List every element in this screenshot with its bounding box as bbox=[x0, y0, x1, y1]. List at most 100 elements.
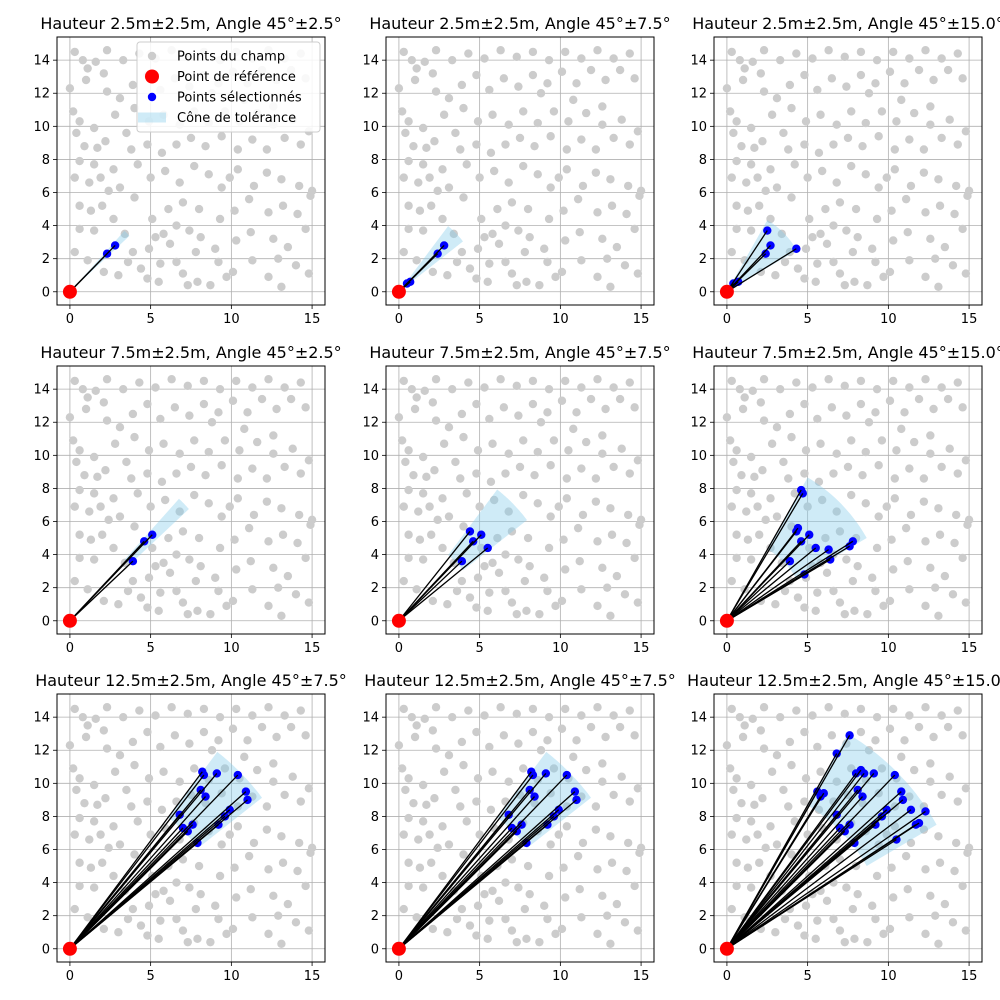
field-point bbox=[609, 790, 618, 800]
field-point bbox=[591, 168, 601, 177]
field-point bbox=[832, 449, 841, 458]
field-point bbox=[861, 170, 870, 179]
field-point bbox=[811, 606, 820, 616]
field-point bbox=[853, 232, 862, 242]
field-point bbox=[70, 376, 79, 386]
field-point bbox=[486, 805, 496, 815]
field-point bbox=[232, 565, 241, 574]
field-point bbox=[128, 80, 138, 90]
field-point bbox=[569, 95, 578, 105]
field-point bbox=[280, 133, 289, 143]
field-point bbox=[746, 160, 756, 169]
field-point bbox=[418, 226, 428, 235]
field-point bbox=[767, 110, 777, 119]
field-point bbox=[546, 461, 555, 470]
field-point bbox=[735, 384, 745, 394]
y-tick-label: 6 bbox=[42, 843, 50, 858]
field-point bbox=[143, 274, 152, 283]
field-point bbox=[304, 926, 314, 935]
field-point bbox=[929, 732, 938, 742]
x-tick-label: 15 bbox=[633, 969, 650, 984]
field-point bbox=[520, 904, 530, 914]
field-point bbox=[544, 384, 554, 394]
field-point bbox=[459, 522, 468, 531]
field-point bbox=[296, 706, 305, 715]
x-tick-label: 10 bbox=[223, 312, 240, 327]
field-point bbox=[746, 780, 756, 790]
field-point bbox=[397, 436, 407, 445]
field-point bbox=[948, 261, 958, 270]
field-point bbox=[800, 931, 809, 940]
field-point bbox=[167, 375, 176, 384]
field-point bbox=[507, 598, 517, 607]
field-point bbox=[489, 166, 499, 176]
field-point bbox=[811, 934, 820, 944]
field-point bbox=[903, 885, 912, 894]
y-tick-label: 10 bbox=[33, 449, 50, 464]
field-point bbox=[581, 108, 591, 118]
y-tick-label: 8 bbox=[42, 153, 50, 168]
plot-area bbox=[394, 46, 646, 293]
field-point bbox=[404, 858, 413, 867]
field-point bbox=[921, 929, 930, 939]
legend-marker-cone bbox=[138, 112, 166, 123]
field-point bbox=[130, 760, 139, 770]
field-point bbox=[843, 462, 853, 472]
field-point bbox=[772, 94, 782, 103]
field-point bbox=[740, 64, 749, 73]
y-tick-label: 2 bbox=[371, 581, 379, 596]
field-point bbox=[779, 785, 788, 795]
field-point bbox=[264, 929, 273, 939]
y-tick-label: 6 bbox=[699, 515, 707, 530]
field-point bbox=[70, 247, 79, 257]
field-point bbox=[444, 751, 454, 760]
field-point bbox=[233, 822, 243, 831]
field-point bbox=[156, 588, 165, 597]
field-point bbox=[220, 764, 230, 773]
field-point bbox=[785, 737, 795, 747]
field-point bbox=[420, 57, 429, 67]
field-point bbox=[840, 381, 849, 391]
field-point bbox=[217, 512, 226, 521]
field-point bbox=[114, 928, 123, 937]
field-point bbox=[727, 576, 736, 586]
x-tick-label: 5 bbox=[146, 969, 154, 984]
field-point bbox=[122, 785, 131, 795]
field-point bbox=[889, 893, 898, 902]
field-point bbox=[183, 609, 192, 619]
y-tick-label: 10 bbox=[362, 120, 379, 135]
field-point bbox=[83, 721, 92, 730]
field-point bbox=[805, 214, 814, 224]
field-point bbox=[512, 381, 521, 391]
field-point bbox=[577, 54, 586, 63]
field-point bbox=[958, 224, 967, 234]
field-point bbox=[473, 573, 483, 582]
subplot-title: Hauteur 12.5m±2.5m, Angle 45°±15.0° bbox=[687, 671, 1000, 690]
field-point bbox=[727, 502, 736, 511]
field-point bbox=[842, 226, 851, 235]
field-point bbox=[520, 576, 530, 586]
field-point bbox=[620, 261, 630, 270]
field-point bbox=[847, 490, 856, 500]
x-tick-label: 15 bbox=[304, 312, 321, 327]
field-point bbox=[519, 490, 528, 500]
field-point bbox=[892, 446, 901, 455]
field-point bbox=[746, 452, 756, 462]
field-point bbox=[230, 206, 239, 215]
field-point bbox=[593, 208, 602, 217]
field-point bbox=[494, 239, 504, 248]
field-point bbox=[72, 128, 81, 138]
field-point bbox=[412, 393, 421, 402]
field-point bbox=[159, 558, 168, 568]
field-point bbox=[215, 712, 225, 722]
field-point bbox=[593, 46, 602, 55]
field-point bbox=[252, 765, 262, 775]
x-tick-label: 0 bbox=[395, 969, 403, 984]
field-point bbox=[101, 794, 110, 803]
field-point bbox=[622, 538, 631, 548]
field-point bbox=[230, 863, 239, 872]
selection-ray bbox=[726, 796, 864, 950]
field-point bbox=[856, 727, 866, 737]
field-point bbox=[792, 49, 801, 58]
selection-ray bbox=[398, 796, 536, 950]
